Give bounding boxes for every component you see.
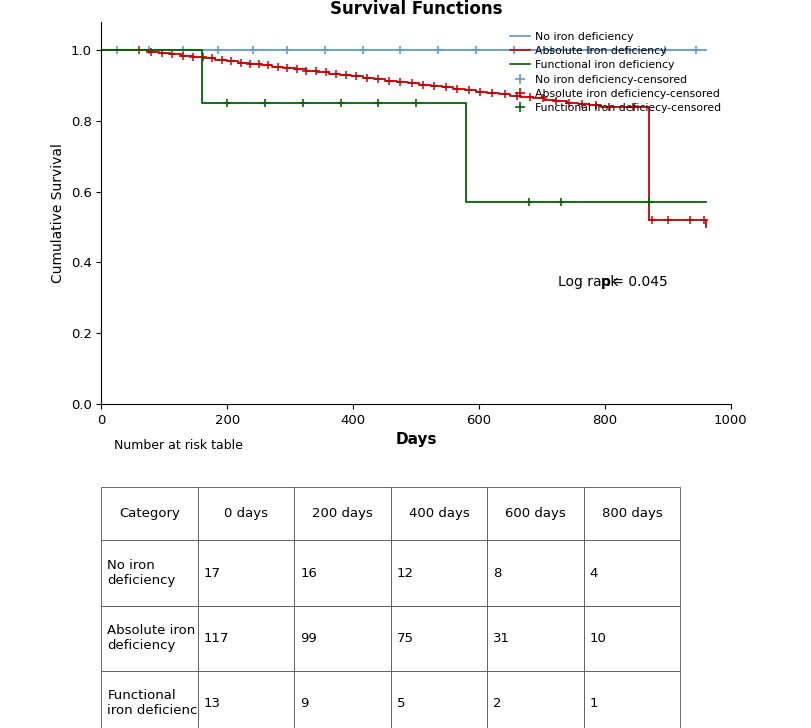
X-axis label: Days: Days	[395, 432, 436, 447]
Text: p: p	[600, 274, 610, 288]
Text: Log rank: Log rank	[557, 274, 622, 288]
Text: Number at risk table: Number at risk table	[114, 439, 242, 452]
Title: Survival Functions: Survival Functions	[329, 0, 502, 17]
Text: = 0.045: = 0.045	[607, 274, 667, 288]
Legend: No iron deficiency, Absolute Iron deficiency, Functional iron deficiency, No iro: No iron deficiency, Absolute Iron defici…	[505, 27, 724, 118]
Y-axis label: Cumulative Survival: Cumulative Survival	[51, 143, 65, 282]
